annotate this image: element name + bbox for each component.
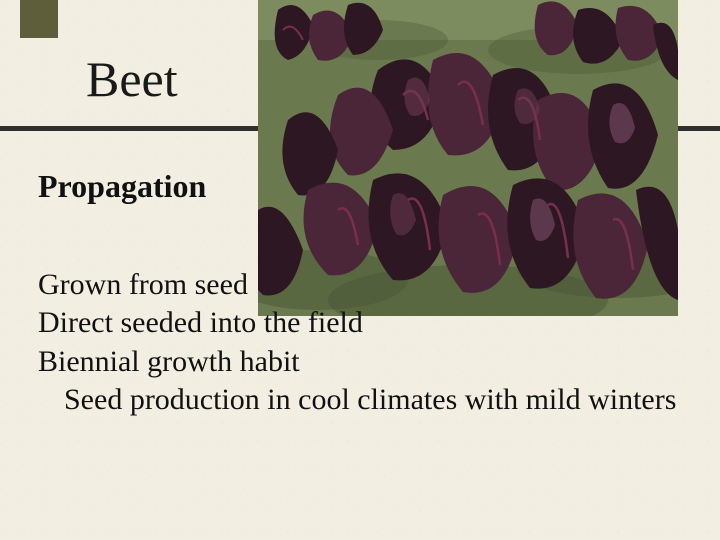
body-line-4: Seed production in cool climates with mi… xyxy=(38,381,678,419)
body-line-1: Grown from seed xyxy=(38,266,678,304)
slide: Beet xyxy=(0,0,720,540)
body-text: Grown from seed Direct seeded into the f… xyxy=(38,266,678,420)
slide-title: Beet xyxy=(86,50,178,108)
accent-square xyxy=(20,0,58,38)
slide-subtitle: Propagation xyxy=(38,168,206,205)
body-line-3: Biennial growth habit xyxy=(38,343,678,381)
body-line-2: Direct seeded into the field xyxy=(38,304,678,342)
